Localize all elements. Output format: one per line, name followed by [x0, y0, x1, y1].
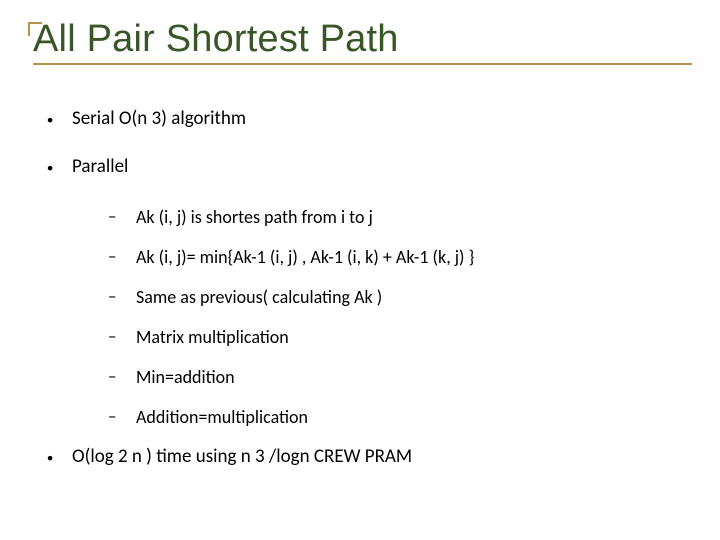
sub-bullet-text: Addition=multiplication: [136, 405, 308, 429]
content-area: ● Serial O(n 3) algorithm ● Parallel – A…: [28, 69, 692, 471]
bullet-icon: ●: [46, 445, 54, 471]
bullet-icon: ●: [46, 107, 54, 133]
sub-bullet-text: Same as previous( calculating Ak ): [136, 285, 382, 309]
bullet-text: O(log 2 n ) time using n 3 /logn CREW PR…: [72, 445, 412, 469]
bullet-item: ● O(log 2 n ) time using n 3 /logn CREW …: [46, 445, 692, 471]
title-underline: [33, 63, 692, 65]
sub-bullet-text: Ak (i, j) is shortes path from i to j: [136, 205, 373, 229]
dash-icon: –: [108, 405, 118, 429]
dash-icon: –: [108, 285, 118, 309]
bullet-icon: ●: [46, 155, 54, 181]
dash-icon: –: [108, 325, 118, 349]
bullet-item: ● Parallel: [46, 155, 692, 181]
slide-title: All Pair Shortest Path: [33, 18, 692, 61]
sub-bullet-item: – Addition=multiplication: [108, 405, 692, 429]
sub-bullet-item: – Ak (i, j) is shortes path from i to j: [108, 205, 692, 229]
dash-icon: –: [108, 245, 118, 269]
sub-bullet-text: Min=addition: [136, 365, 235, 389]
sub-bullet-text: Ak (i, j)= min{Ak-1 (i, j) , Ak-1 (i, k)…: [136, 245, 474, 269]
slide: All Pair Shortest Path ● Serial O(n 3) a…: [0, 0, 720, 540]
dash-icon: –: [108, 365, 118, 389]
sub-bullet-item: – Ak (i, j)= min{Ak-1 (i, j) , Ak-1 (i, …: [108, 245, 692, 269]
title-area: All Pair Shortest Path: [28, 18, 692, 69]
corner-decoration: [28, 22, 42, 36]
bullet-text: Serial O(n 3) algorithm: [72, 107, 246, 131]
sub-bullet-item: – Min=addition: [108, 365, 692, 389]
sub-bullet-item: – Matrix multiplication: [108, 325, 692, 349]
bullet-text: Parallel: [72, 155, 128, 179]
dash-icon: –: [108, 205, 118, 229]
bullet-item: ● Serial O(n 3) algorithm: [46, 107, 692, 133]
sub-bullet-item: – Same as previous( calculating Ak ): [108, 285, 692, 309]
sub-bullet-text: Matrix multiplication: [136, 325, 289, 349]
sub-bullet-list: – Ak (i, j) is shortes path from i to j …: [46, 203, 692, 429]
